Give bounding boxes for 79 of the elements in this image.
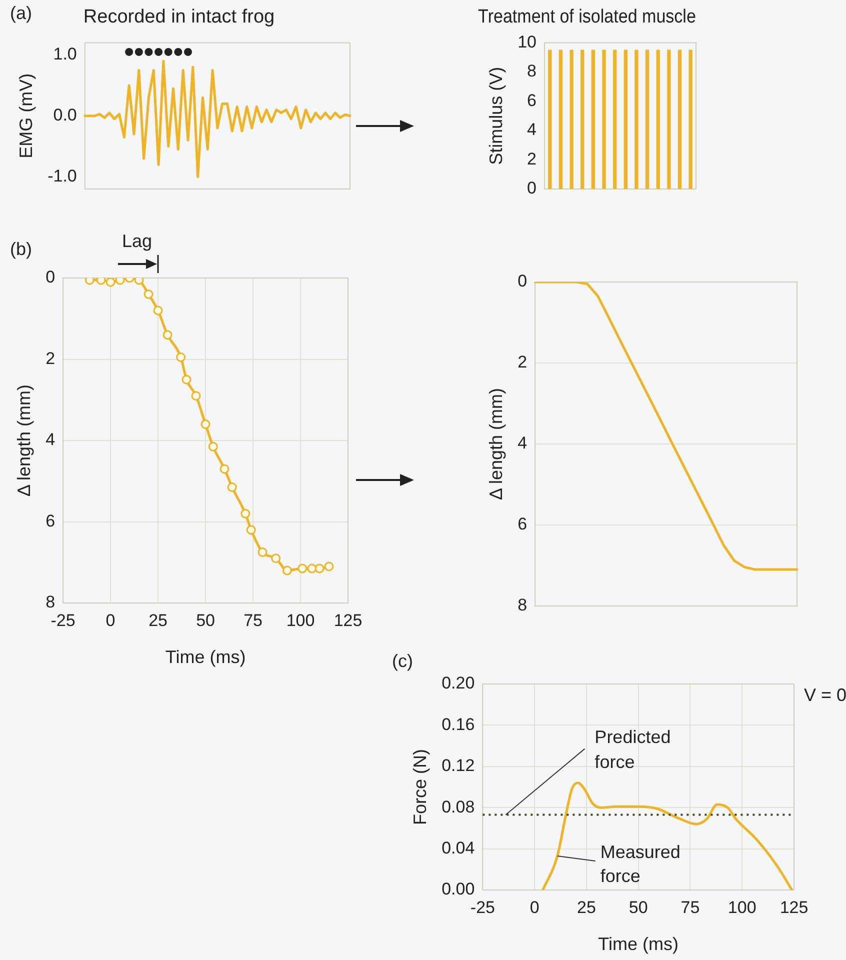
x-tick-label: 100: [286, 610, 315, 630]
y-tick-label: 2: [527, 149, 537, 168]
y-tick-label: 0.0: [53, 106, 77, 125]
point: [182, 374, 192, 384]
y-tick-label: 8: [46, 592, 56, 612]
point: [220, 464, 230, 474]
y-tick-label: 8: [527, 62, 537, 81]
x-tick-label: 25: [576, 898, 596, 917]
point: [162, 330, 172, 340]
y-tick-label: 6: [46, 511, 56, 530]
x-tick-label: 75: [680, 898, 700, 917]
point: [258, 547, 268, 557]
text: Lag: [122, 230, 152, 251]
y-tick-label: 8: [518, 596, 528, 615]
point: [106, 278, 116, 287]
point: [144, 290, 154, 299]
y-tick-label: 4: [518, 434, 528, 453]
text: V = 0: [804, 684, 846, 705]
y-tick-label: 0.12: [442, 756, 475, 776]
x-tick-label: 0: [106, 610, 116, 630]
y-tick-label: 6: [527, 90, 537, 110]
x-tick-label: 100: [728, 898, 756, 917]
point: [271, 554, 281, 564]
x-tick-label: 75: [244, 610, 262, 630]
x-tick-label: -25: [470, 898, 495, 917]
y-tick-label: 0.16: [442, 714, 475, 734]
y-tick-label: 0: [527, 178, 537, 198]
point: [307, 564, 317, 574]
x-tick-label: -25: [50, 610, 76, 630]
text: (b): [10, 238, 32, 259]
point: [200, 420, 210, 429]
point: [298, 564, 308, 574]
y-axis-title: Δ length (mm): [486, 388, 506, 500]
text: (c): [392, 650, 413, 671]
x-tick-label: 125: [780, 898, 808, 917]
annotation: Measured force: [600, 842, 680, 886]
y-tick-label: -1.0: [48, 166, 77, 186]
y-tick-label: 0.00: [442, 880, 475, 899]
point: [134, 278, 144, 285]
y-axis-title: EMG (mV): [16, 73, 36, 158]
y-tick-label: 4: [527, 120, 537, 140]
y-tick-label: 0.08: [442, 797, 475, 816]
chart-title: Treatment of isolated muscle: [478, 6, 696, 27]
text: (a): [10, 2, 32, 23]
point: [84, 278, 94, 285]
point: [208, 442, 218, 452]
x-axis-title: Time (ms): [598, 934, 679, 954]
y-axis-title: Force (N): [410, 749, 430, 825]
point: [282, 566, 292, 576]
point: [115, 278, 125, 285]
x-tick-label: 50: [196, 610, 215, 630]
point: [240, 508, 250, 518]
y-tick-label: 0: [46, 268, 56, 287]
y-tick-label: 2: [46, 348, 56, 368]
x-tick-label: 50: [628, 898, 648, 917]
point: [153, 306, 163, 316]
point: [314, 564, 324, 574]
y-tick-label: 0: [518, 272, 528, 291]
y-tick-label: 6: [518, 514, 528, 534]
y-axis-title: Stimulus (V): [486, 66, 506, 165]
x-tick-label: 125: [334, 610, 362, 630]
point: [96, 278, 106, 285]
y-tick-label: 0.04: [442, 838, 475, 858]
point: [227, 482, 237, 492]
point: [246, 525, 256, 535]
y-tick-label: 0.20: [442, 674, 475, 693]
y-tick-label: 2: [518, 352, 528, 372]
x-axis-title: Time (ms): [165, 647, 246, 668]
chart-title: Recorded in intact frog: [83, 6, 275, 28]
line-series: [542, 782, 794, 890]
y-tick-label: 10: [518, 32, 537, 52]
y-tick-label: 4: [46, 430, 56, 450]
y-tick-label: 1.0: [53, 44, 77, 64]
y-axis-title: Δ length (mm): [14, 384, 34, 497]
point: [324, 562, 334, 572]
point: [176, 352, 186, 362]
x-tick-label: 25: [148, 610, 168, 630]
point: [191, 391, 201, 401]
ref-line-label: Predicted force: [594, 726, 671, 772]
